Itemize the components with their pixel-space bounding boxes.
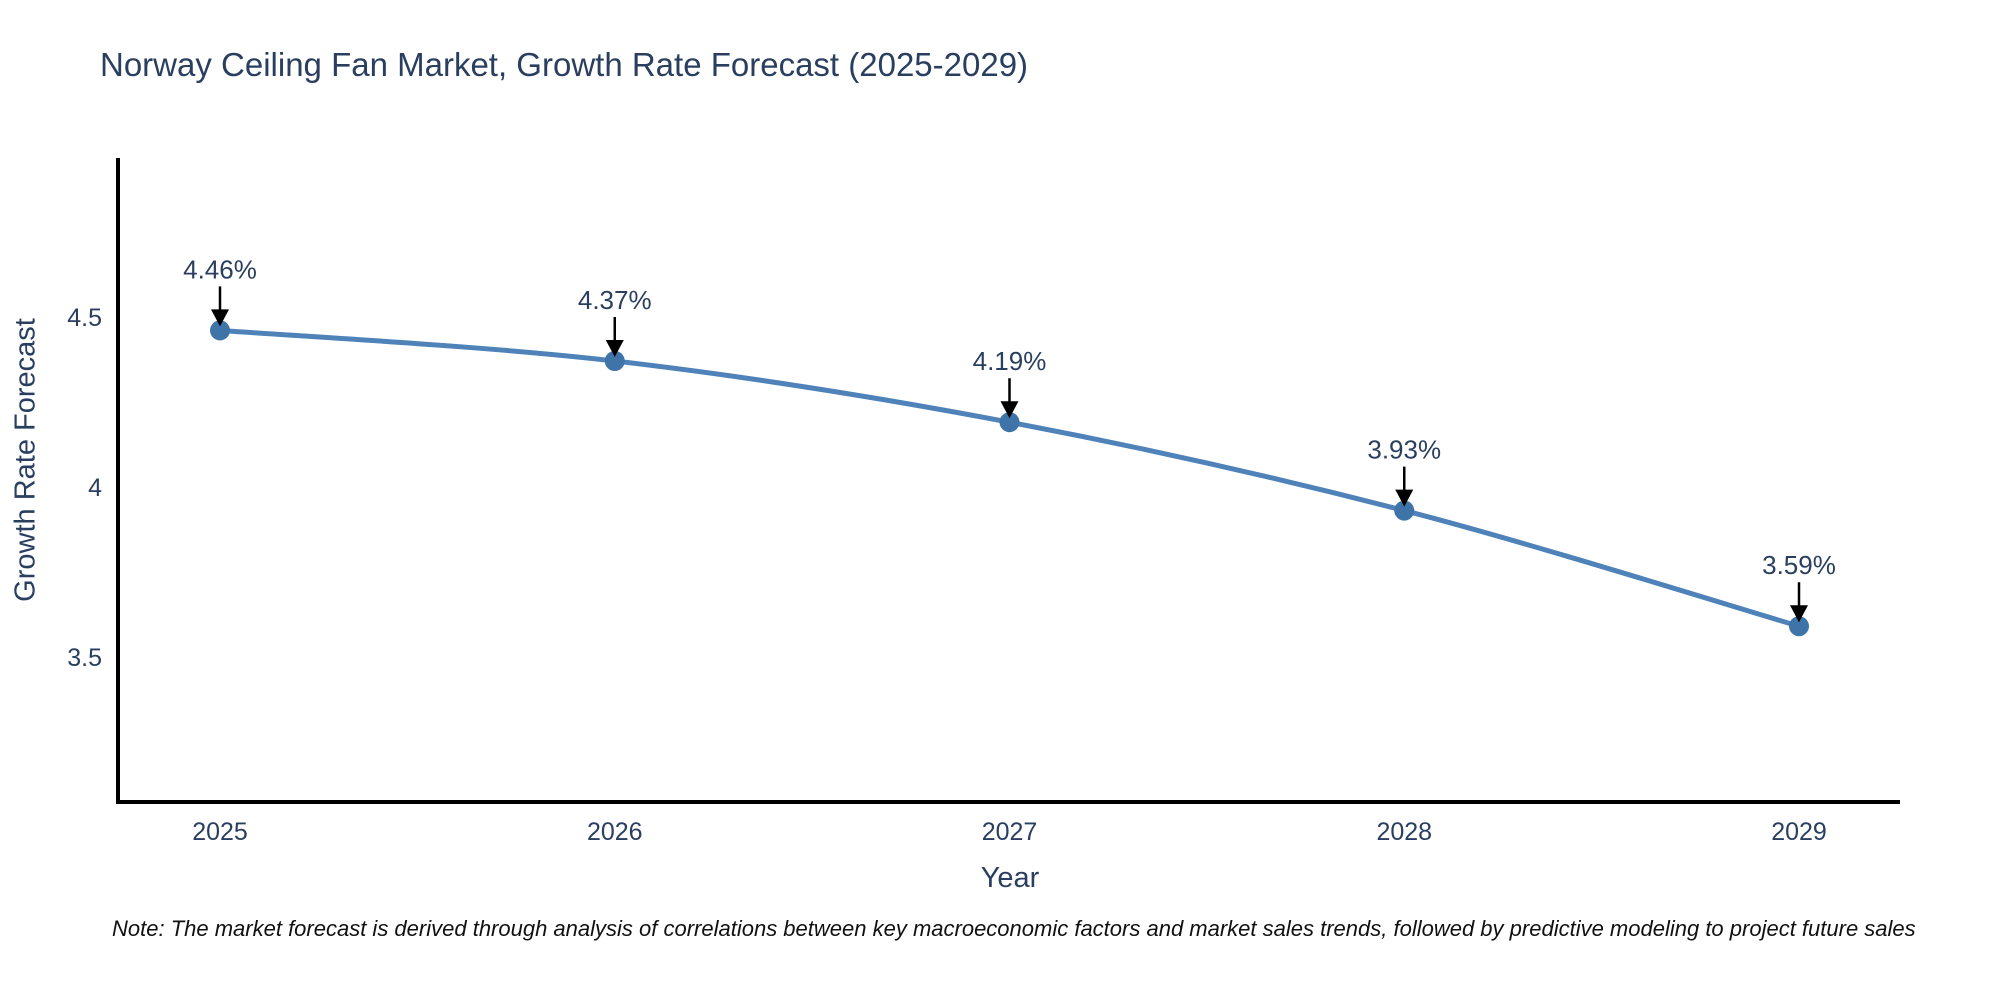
x-axis-title: Year [980,862,1040,894]
data-point-marker [999,412,1020,433]
annotation-arrowhead [211,309,229,327]
data-point-label: 3.93% [1367,435,1441,465]
data-point-label: 4.46% [183,254,257,284]
chart-title: Norway Ceiling Fan Market, Growth Rate F… [100,46,1029,83]
data-point-marker [210,320,230,341]
y-tick-label: 3.5 [67,644,102,672]
data-point-label: 4.19% [973,346,1047,376]
y-tick-label: 4.5 [67,304,102,332]
x-tick-label: 2025 [192,818,248,846]
data-point-label: 3.59% [1762,550,1836,580]
x-tick-label: 2026 [587,818,643,846]
x-tick-label: 2028 [1376,818,1432,846]
annotation-arrowhead [605,339,624,357]
x-tick-label: 2027 [982,818,1038,846]
annotation-arrowhead [1395,489,1414,507]
footnote: Note: The market forecast is derived thr… [112,916,1916,941]
annotation-arrowhead [1790,605,1808,623]
data-point-label: 4.37% [578,285,652,315]
x-tick-label: 2029 [1771,818,1827,846]
data-point-marker [604,350,625,371]
data-point-marker [1789,616,1809,637]
y-tick-label: 4 [88,474,102,502]
data-point-marker [1394,500,1415,521]
annotation-arrowhead [1000,401,1019,419]
